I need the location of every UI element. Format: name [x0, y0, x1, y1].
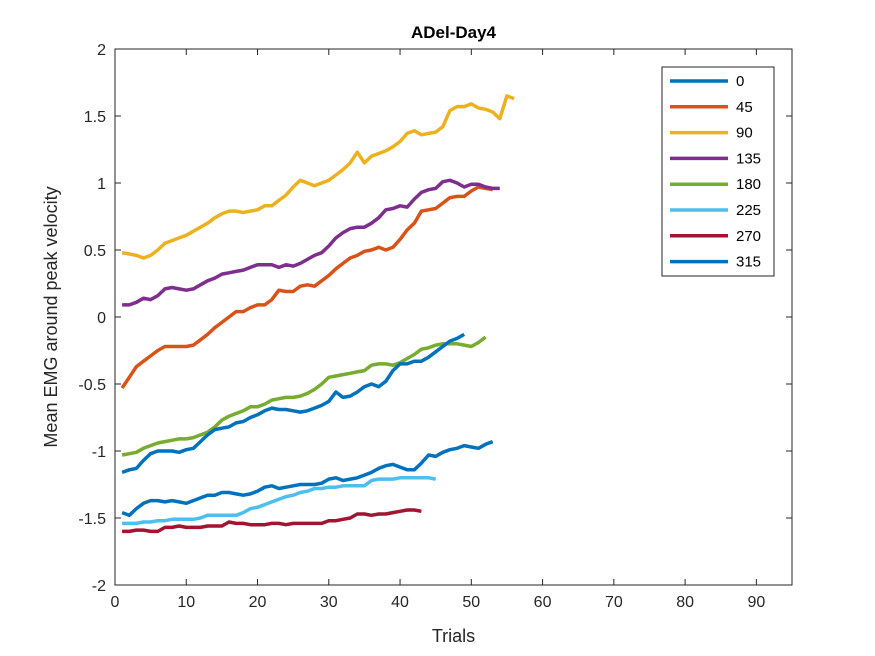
- series-line-45: [120, 185, 494, 389]
- legend-item: 225: [670, 202, 761, 219]
- legend: 0 45 90 135 180 225 270 315: [661, 66, 775, 277]
- legend-label: 270: [736, 228, 761, 245]
- legend-label: 180: [736, 176, 761, 193]
- series-line-225: [122, 476, 437, 526]
- y-axis-label: Mean EMG around peak velocity: [41, 186, 61, 447]
- legend-label: 45: [736, 99, 753, 116]
- chart-title: ADel-Day4: [411, 23, 497, 42]
- legend-item: 45: [670, 99, 753, 116]
- x-tick-label: 80: [676, 594, 694, 611]
- legend-item: 315: [670, 254, 761, 271]
- series-line-270: [122, 508, 422, 534]
- legend-label: 135: [736, 150, 761, 167]
- series-line-315: [121, 332, 466, 475]
- x-axis-ticks: 0 10 20 30 40 50 60 70 80 90: [111, 49, 765, 611]
- y-tick-label: -1.5: [78, 511, 106, 528]
- legend-label: 0: [736, 73, 744, 90]
- legend-item: 90: [670, 125, 753, 142]
- series-line-0: [121, 439, 494, 518]
- y-tick-label: 0: [97, 310, 106, 327]
- y-axis-ticks: -2 -1.5 -1 -0.5 0 0.5 1 1.5 2: [78, 42, 792, 595]
- x-tick-label: 60: [534, 594, 552, 611]
- series-line-90: [121, 94, 515, 260]
- x-tick-label: 70: [605, 594, 623, 611]
- series-layer: [120, 94, 515, 534]
- x-tick-label: 10: [177, 594, 195, 611]
- y-tick-label: 0.5: [84, 243, 106, 260]
- legend-label: 90: [736, 125, 753, 142]
- legend-item: 180: [670, 176, 761, 193]
- legend-item: 0: [670, 73, 744, 90]
- y-tick-label: -2: [92, 578, 106, 595]
- y-tick-label: -1: [92, 444, 106, 461]
- x-tick-label: 0: [111, 594, 120, 611]
- y-tick-label: 1: [97, 176, 106, 193]
- x-tick-label: 90: [747, 594, 765, 611]
- legend-item: 135: [670, 150, 761, 167]
- series-line-135: [122, 178, 500, 307]
- y-tick-label: 1.5: [84, 109, 106, 126]
- x-tick-label: 50: [462, 594, 480, 611]
- x-tick-label: 40: [391, 594, 409, 611]
- legend-box: [661, 66, 775, 277]
- x-tick-label: 30: [320, 594, 338, 611]
- x-axis-label: Trials: [432, 626, 475, 646]
- series-line-180: [121, 335, 487, 457]
- legend-label: 225: [736, 202, 761, 219]
- legend-label: 315: [736, 254, 761, 271]
- y-tick-label: -0.5: [78, 377, 106, 394]
- legend-item: 270: [670, 228, 761, 245]
- y-tick-label: 2: [97, 42, 106, 59]
- x-tick-label: 20: [249, 594, 267, 611]
